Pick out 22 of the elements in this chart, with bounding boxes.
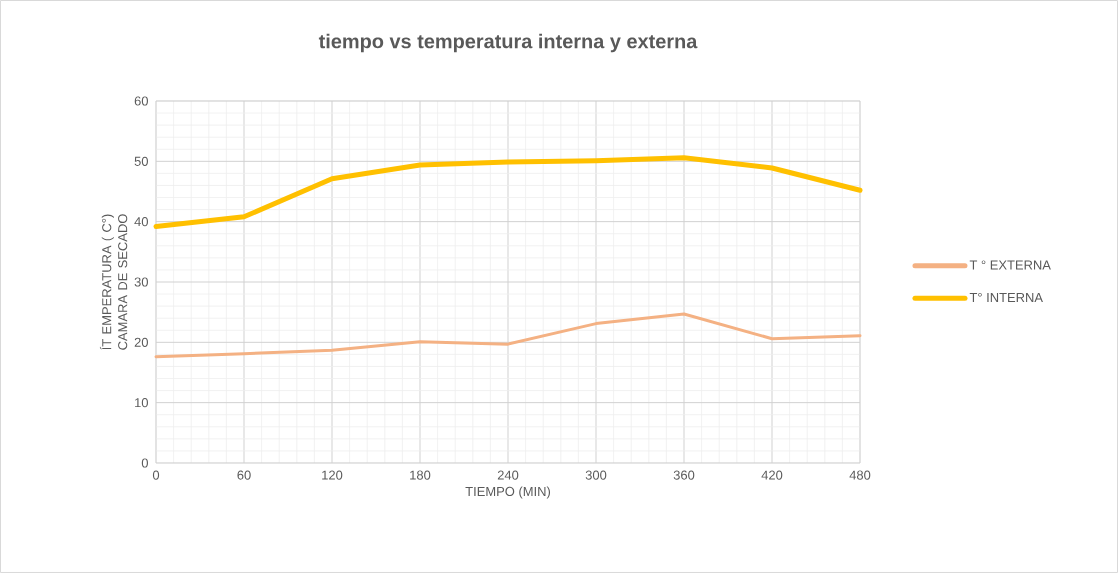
legend-label: T ° EXTERNA — [969, 260, 1051, 270]
x-tick-label: 300 — [585, 470, 607, 480]
y-tick-label: 20 — [134, 337, 148, 347]
x-tick-label: 240 — [497, 470, 519, 480]
y-tick-label: 40 — [134, 217, 148, 227]
y-tick-label: 30 — [134, 277, 148, 287]
y-tick-label: 0 — [141, 458, 148, 468]
chart-title: tiempo vs temperatura interna y externa — [318, 33, 698, 53]
x-tick-label: 480 — [849, 470, 871, 480]
y-tick-label: 10 — [135, 398, 148, 408]
line-series — [154, 312, 862, 359]
x-tick-label: 360 — [673, 470, 695, 480]
x-axis-title: TIEMPO (MIN) — [465, 486, 551, 499]
x-tick-label: 180 — [410, 470, 431, 480]
y-axis-title: ÍT EMPERATURA ( C°) CAMARA DE SECADO — [99, 214, 128, 350]
x-tick-label: 120 — [322, 470, 343, 480]
x-tick-label: 0 — [152, 470, 160, 480]
x-tick-label: 420 — [761, 470, 783, 480]
x-tick-label: 60 — [237, 470, 251, 480]
y-tick-label: 60 — [134, 96, 148, 106]
legend-label: T° INTERNA — [969, 292, 1043, 303]
y-tick-label: 50 — [134, 156, 148, 166]
